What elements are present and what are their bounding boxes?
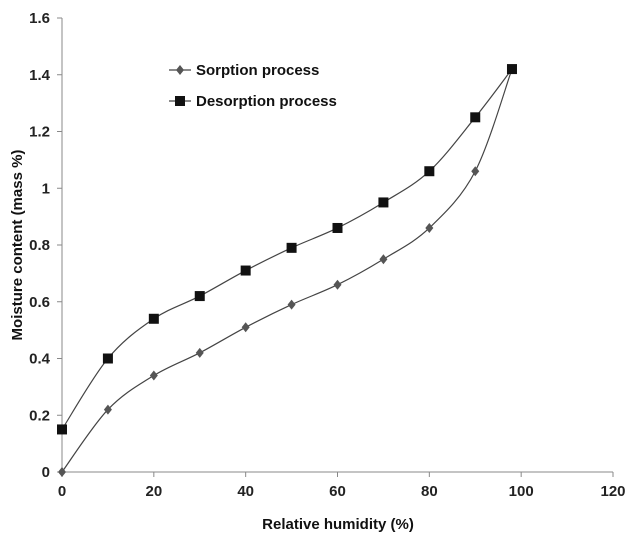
y-tick-label: 0.2 bbox=[29, 407, 50, 424]
series-sorption bbox=[58, 64, 516, 477]
square-marker bbox=[378, 197, 389, 208]
square-marker bbox=[102, 353, 113, 364]
legend: Sorption process Desorption process bbox=[169, 62, 337, 110]
y-tick-label: 0.6 bbox=[29, 294, 50, 311]
x-tick-label: 60 bbox=[329, 483, 346, 500]
legend-marker-square bbox=[175, 96, 185, 106]
legend-label: Sorption process bbox=[196, 62, 319, 79]
diamond-marker bbox=[149, 370, 158, 381]
x-tick-label: 20 bbox=[145, 483, 162, 500]
series-layer bbox=[57, 64, 517, 477]
y-tick-label: 1 bbox=[42, 180, 50, 197]
y-tick-label: 1.2 bbox=[29, 124, 50, 141]
series-desorption bbox=[57, 64, 517, 435]
square-marker bbox=[240, 265, 251, 276]
diamond-marker bbox=[287, 299, 296, 310]
x-axis-title: Relative humidity (%) bbox=[262, 516, 414, 533]
square-marker bbox=[470, 112, 481, 123]
series-line bbox=[61, 68, 513, 473]
y-tick-label: 0.8 bbox=[29, 237, 50, 254]
y-tick-label: 1.6 bbox=[29, 10, 50, 27]
x-tick-label: 100 bbox=[509, 483, 534, 500]
diamond-marker bbox=[195, 347, 204, 358]
square-marker bbox=[57, 424, 67, 435]
square-marker bbox=[332, 222, 343, 233]
y-axis-title: Moisture content (mass %) bbox=[9, 150, 26, 341]
square-marker bbox=[148, 313, 159, 324]
diamond-marker bbox=[379, 254, 388, 265]
y-tick-label: 0.4 bbox=[29, 351, 51, 368]
x-tick-label: 120 bbox=[600, 483, 625, 500]
square-marker bbox=[506, 64, 517, 75]
diamond-marker bbox=[425, 222, 434, 233]
x-tick-label: 80 bbox=[421, 483, 438, 500]
x-tick-label: 40 bbox=[237, 483, 254, 500]
diamond-marker bbox=[471, 166, 480, 177]
square-marker bbox=[286, 242, 297, 253]
square-marker bbox=[424, 166, 435, 177]
axes: 0 0.2 0.4 0.6 0.8 1 1.2 1.4 1.6 0 20 40 60 80 100 120 bbox=[29, 10, 625, 500]
y-tick-label: 0 bbox=[42, 464, 50, 481]
legend-marker-diamond bbox=[176, 65, 184, 75]
y-tick-label: 1.4 bbox=[29, 67, 51, 84]
x-tick-label: 0 bbox=[58, 483, 66, 500]
legend-label: Desorption process bbox=[196, 93, 337, 110]
diamond-marker bbox=[103, 404, 112, 415]
diamond-marker bbox=[58, 467, 66, 477]
diamond-marker bbox=[241, 322, 250, 333]
square-marker bbox=[194, 291, 205, 302]
diamond-marker bbox=[333, 279, 342, 290]
